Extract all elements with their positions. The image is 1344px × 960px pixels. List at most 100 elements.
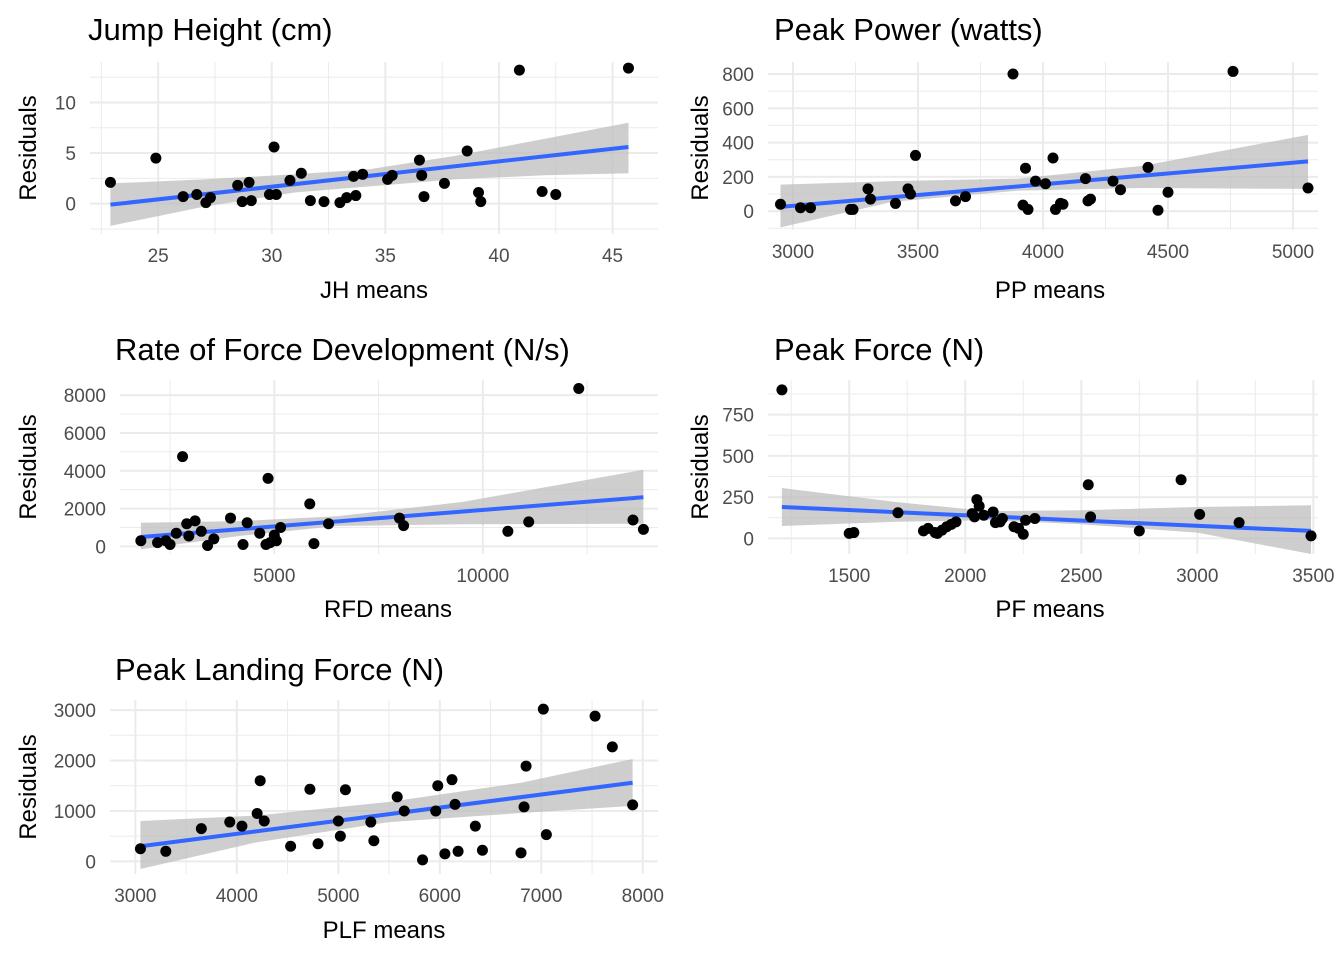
data-point [536,186,548,198]
x-axis-label: PF means [995,596,1104,623]
data-point [1175,474,1187,486]
trend-line [140,495,644,539]
y-tick-labels: 0 2000 4000 6000 8000 [64,386,106,558]
data-point [847,203,859,215]
data-point [1194,508,1206,520]
data-point [243,176,255,188]
data-point [232,179,244,191]
x-tick-label: 2000 [944,566,986,587]
data-point [1017,528,1029,540]
data-point [1080,173,1091,185]
data-point [251,807,263,819]
data-point [969,511,981,523]
data-point [622,62,634,74]
data-point [270,535,282,547]
y-axis-label: Residuals [687,414,714,519]
data-point [398,520,410,532]
data-point [258,815,270,827]
y-tick-labels: 0 5 10 [55,93,76,215]
y-tick-label: 250 [722,488,754,509]
x-tick-label: 8000 [622,886,664,907]
confidence-band-area [781,488,1311,554]
data-point [1107,175,1119,187]
panel-title: Peak Power (watts) [774,12,1043,47]
data-point [537,703,549,715]
data-point [1162,186,1174,198]
data-point [318,196,330,208]
confidence-band-area [140,469,644,550]
panel-peak-power: Peak Power (watts) 3000 3500 4000 4500 5000 … [687,12,1318,304]
x-tick-label: 4000 [216,886,258,907]
data-point [208,533,220,545]
panel-title: Peak Force (N) [774,332,984,367]
data-point [416,169,428,181]
data-point [350,190,362,202]
data-point [502,525,514,537]
data-point [339,784,351,796]
data-point [312,838,324,850]
trend-line [140,780,633,849]
data-point [1057,198,1069,210]
data-point [892,507,904,519]
y-tick-label: 0 [743,529,754,550]
x-tick-label: 6000 [419,886,461,907]
y-axis-label: Residuals [687,95,714,200]
y-tick-label: 2000 [64,500,106,521]
data-point [473,187,485,199]
data-point [950,195,961,207]
data-point [430,805,442,817]
confidence-band [140,469,644,550]
y-tick-label: 600 [722,99,754,120]
data-point [1022,203,1034,215]
x-tick-label: 35 [375,246,396,267]
y-axis-label: Residuals [15,95,42,200]
data-point [164,539,176,551]
data-point [1133,525,1145,537]
panel-peak-landing-force: Peak Landing Force (N) 3000 4000 5000 6000 7… [15,652,664,944]
data-point [905,188,916,200]
panel-title: Rate of Force Development (N/s) [115,332,570,367]
data-point [386,169,398,181]
data-point [476,844,488,856]
data-point [413,154,425,166]
y-tick-label: 800 [722,65,754,86]
data-point [449,798,461,810]
x-tick-label: 4500 [1147,242,1189,263]
data-point [439,848,451,860]
data-point [865,193,876,205]
data-point [191,189,203,201]
data-point [195,525,207,537]
y-tick-label: 3000 [54,701,96,722]
data-point [160,845,172,857]
y-axis-label: Residuals [15,414,42,519]
y-tick-label: 0 [85,852,96,873]
panel-rate-of-force-development: Rate of Force Development (N/s) 5000 1000… [15,332,658,623]
x-axis-label: PP means [995,277,1105,304]
data-point [150,152,162,164]
data-point [224,816,236,828]
data-point [475,196,487,208]
data-point [1007,68,1019,80]
data-point [1302,182,1314,194]
y-tick-label: 10 [55,93,76,114]
data-point [1115,184,1126,196]
y-axis-label: Residuals [15,734,42,839]
panel-title: Peak Landing Force (N) [115,652,444,687]
x-tick-label: 4000 [1022,242,1064,263]
data-points [104,62,634,209]
x-tick-label: 5000 [253,566,295,587]
data-point [848,527,860,539]
y-tick-label: 0 [743,202,754,223]
data-point [391,791,403,803]
data-point [1030,175,1041,187]
data-points [134,703,639,866]
data-point [268,141,280,153]
data-point [987,506,999,518]
regression-line [140,495,644,539]
data-point [523,516,535,528]
y-tick-label: 5 [65,144,76,165]
data-point [518,801,530,813]
data-point [365,816,377,828]
y-tick-label: 4000 [64,462,106,483]
data-point [910,149,921,161]
